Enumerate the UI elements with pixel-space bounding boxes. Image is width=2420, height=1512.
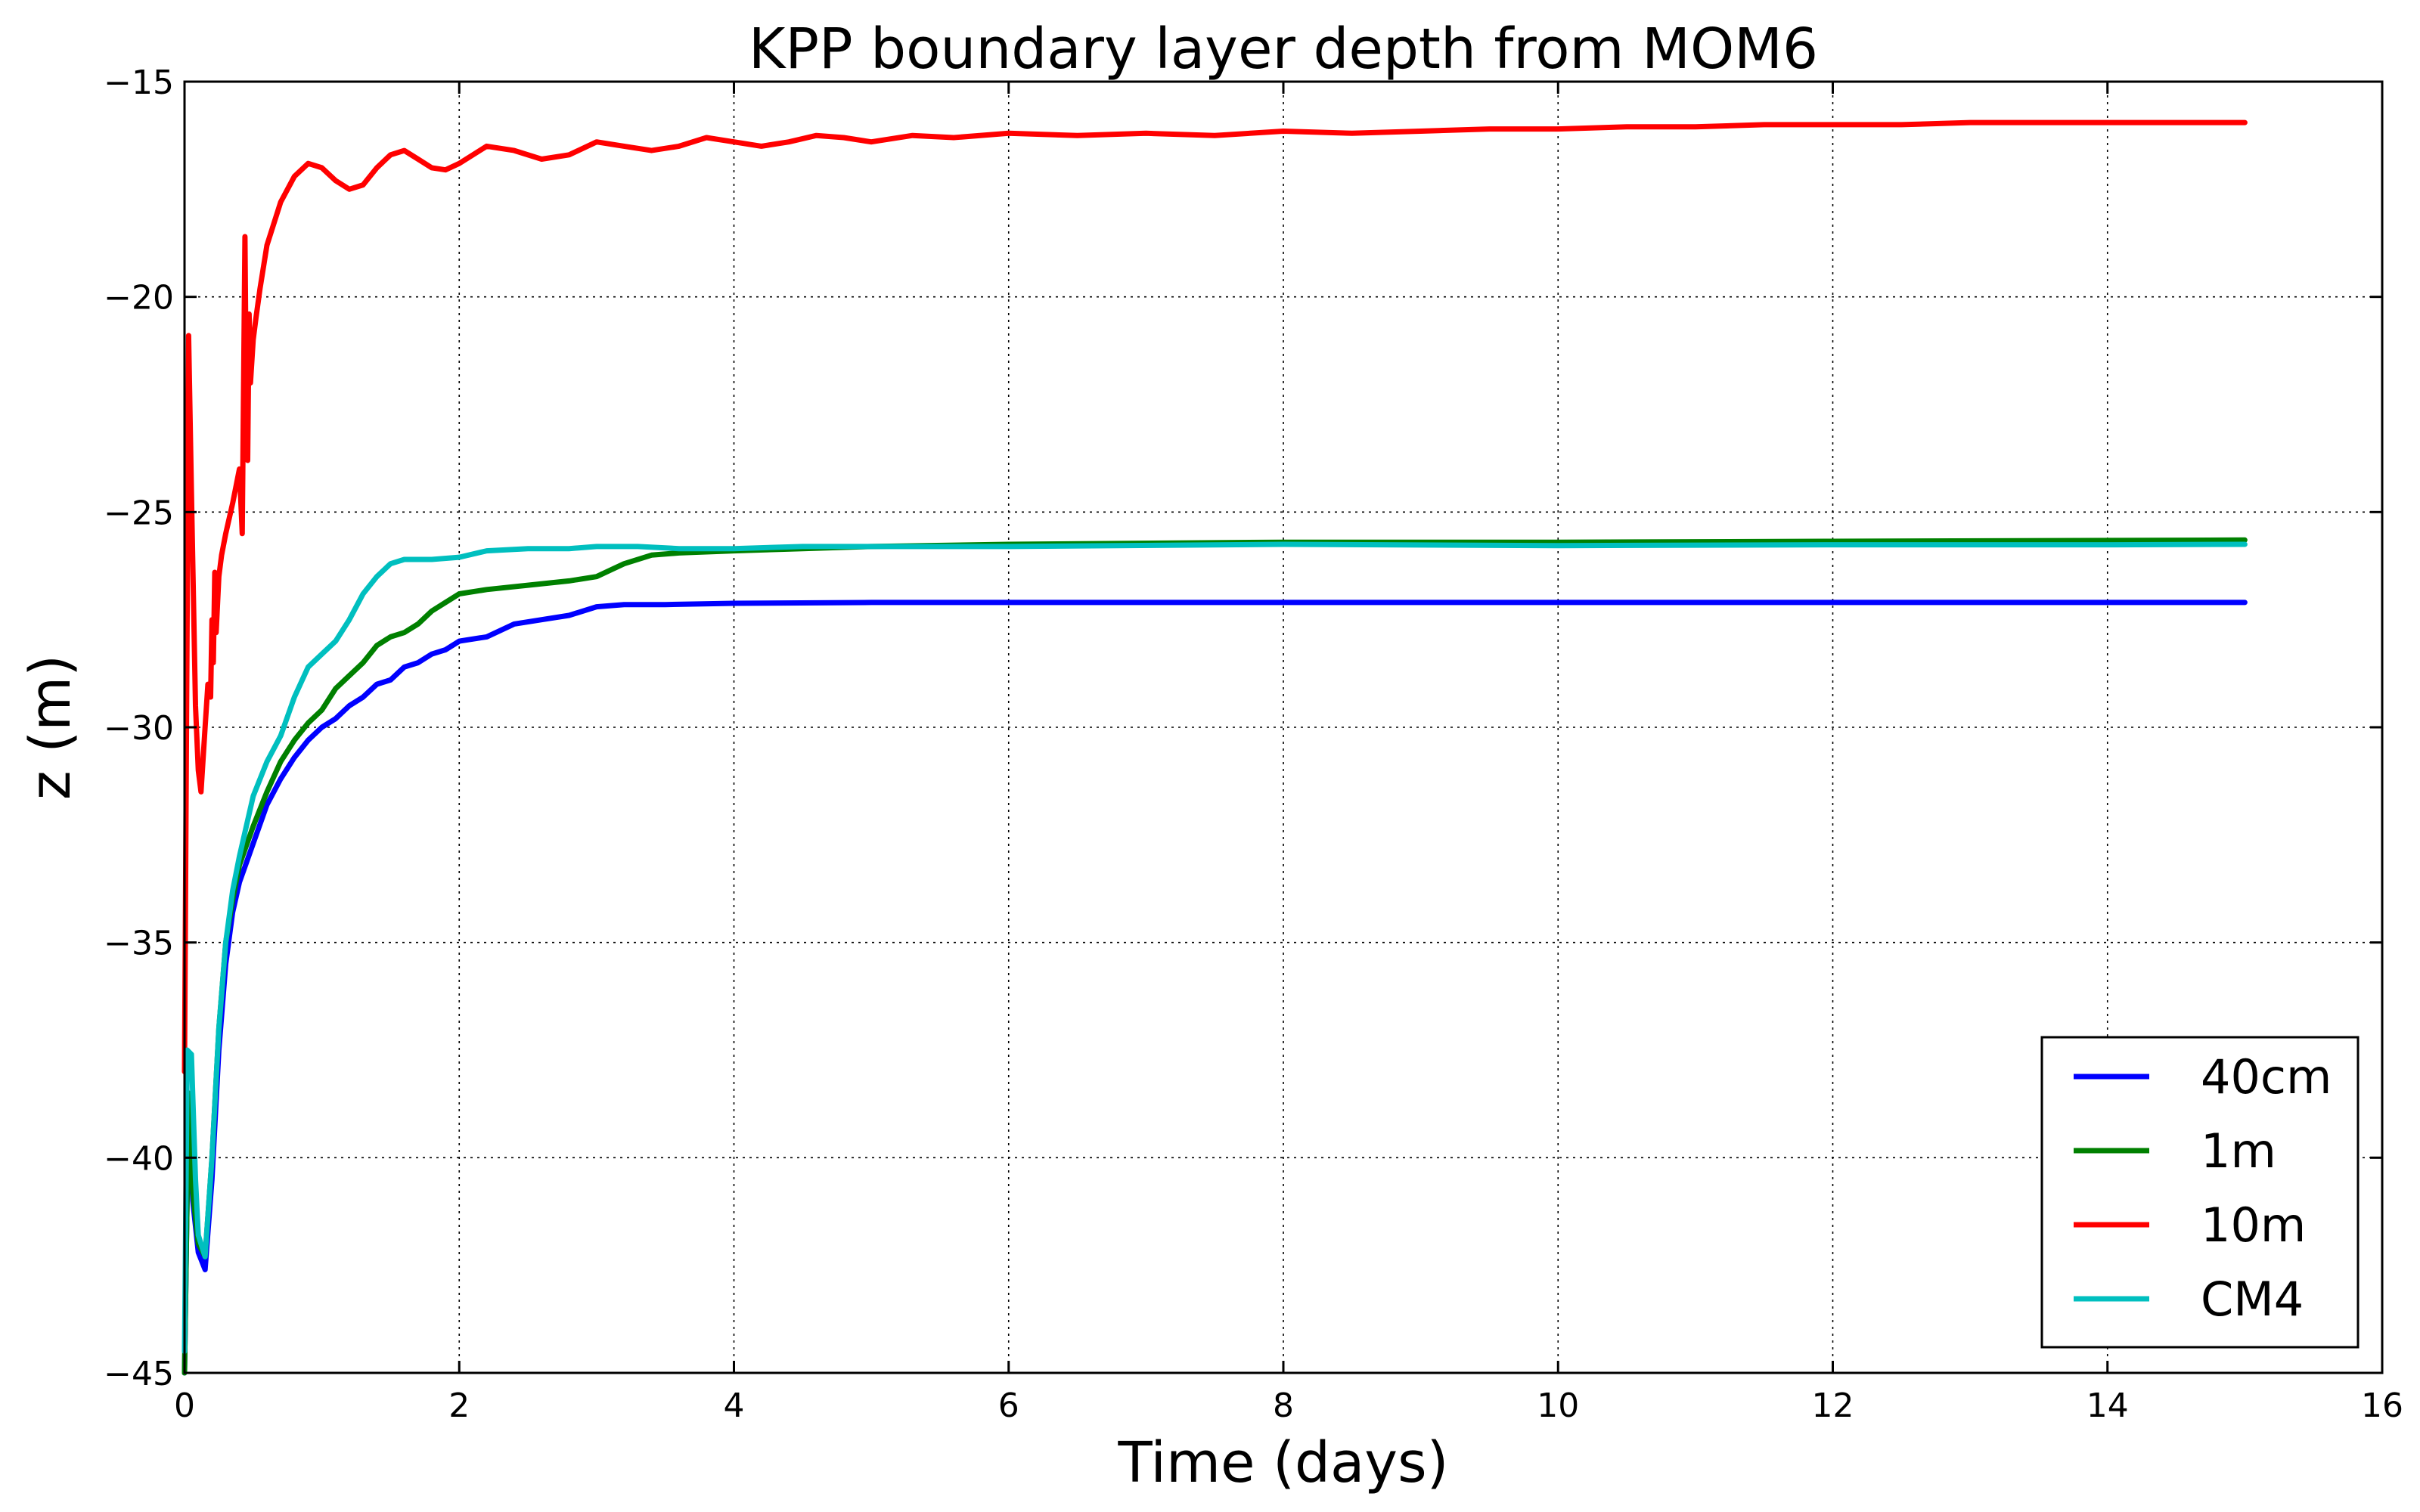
x-tick-label: 16 — [2361, 1387, 2403, 1425]
x-tick-label: 0 — [174, 1387, 195, 1425]
series-line-cm4 — [182, 541, 2248, 1354]
x-tick-label: 2 — [448, 1387, 470, 1425]
y-tick-labels: −45 −40 −35 −30 −25 −20 −15 — [104, 64, 174, 1393]
y-tick-label: −30 — [104, 709, 174, 748]
legend-label-40cm: 40cm — [2201, 1049, 2332, 1105]
x-tick-label: 8 — [1273, 1387, 1294, 1425]
x-tick-label: 10 — [1537, 1387, 1579, 1425]
x-tick-label: 14 — [2086, 1387, 2129, 1425]
series-lines — [182, 119, 2248, 1376]
legend: 40cm 1m 10m CM4 — [2040, 1036, 2360, 1349]
series-line-40cm — [182, 600, 2248, 1376]
axis-ticks — [183, 80, 2384, 1374]
y-tick-label: −45 — [104, 1355, 174, 1393]
y-tick-label: −40 — [104, 1139, 174, 1178]
series-line-10m — [182, 119, 2248, 1074]
legend-box — [2040, 1036, 2360, 1349]
chart-title: KPP boundary layer depth from MOM6 — [749, 17, 1818, 82]
x-tick-label: 6 — [998, 1387, 1019, 1425]
legend-label-10m: 10m — [2201, 1198, 2306, 1253]
y-tick-label: −20 — [104, 279, 174, 318]
series-line-1m — [182, 537, 2248, 1376]
y-axis-label: z (m) — [18, 655, 83, 800]
y-tick-label: −15 — [104, 64, 174, 102]
legend-label-1m: 1m — [2201, 1123, 2276, 1179]
x-axis-label: Time (days) — [1117, 1430, 1448, 1495]
y-tick-label: −35 — [104, 925, 174, 963]
x-tick-label: 12 — [1812, 1387, 1854, 1425]
y-tick-label: −25 — [104, 494, 174, 532]
x-tick-label: 4 — [724, 1387, 745, 1425]
legend-label-cm4: CM4 — [2201, 1272, 2304, 1327]
x-tick-labels: 0 2 4 6 8 10 12 14 16 — [174, 1387, 2403, 1425]
